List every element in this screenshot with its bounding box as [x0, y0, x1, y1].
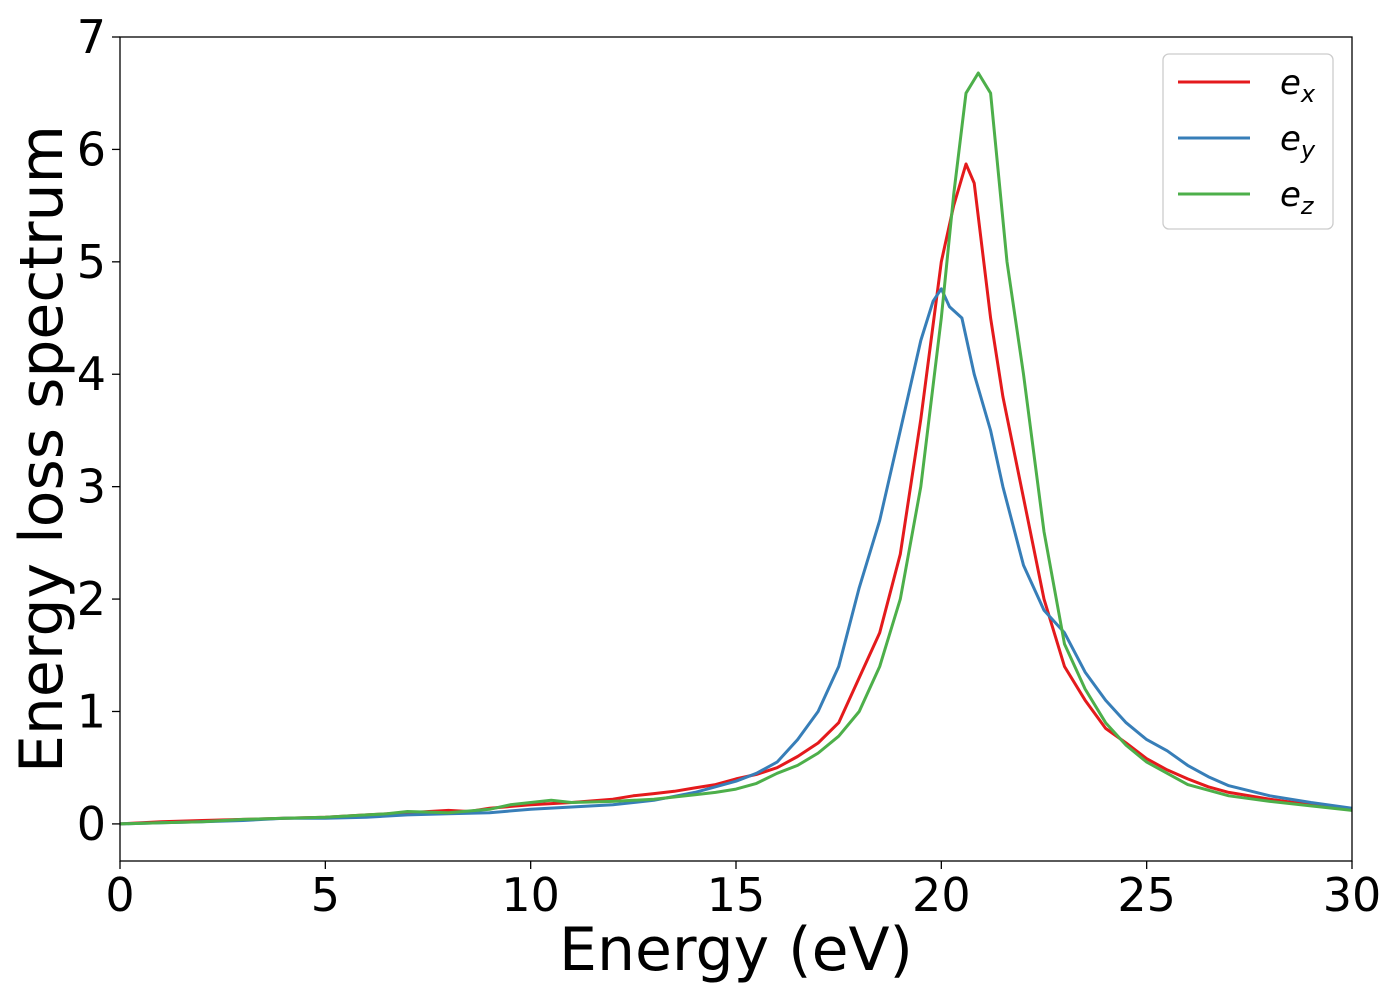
series-line-y [119, 287, 1353, 826]
legend-label-z: ez [1280, 175, 1315, 220]
x-axis-ticks: 0 5 10 15 20 25 30 [105, 861, 1381, 922]
legend-box [1162, 53, 1334, 230]
x-tick-label: 10 [501, 868, 560, 922]
y-axis-label: Energy loss spectrum [7, 125, 77, 773]
y-tick-label: 7 [77, 10, 106, 64]
y-axis-ticks: 0 1 2 3 4 5 6 7 [77, 10, 120, 851]
y-tick-label: 1 [77, 684, 106, 738]
x-tick-label: 30 [1323, 868, 1382, 922]
y-tick-label: 5 [77, 235, 106, 289]
legend: ex ey ez [1162, 53, 1334, 230]
x-axis-label: Energy (eV) [559, 915, 913, 985]
x-tick-label: 25 [1117, 868, 1176, 922]
legend-label-y: ey [1280, 119, 1316, 164]
y-tick-label: 2 [77, 572, 106, 626]
legend-label-x: ex [1280, 63, 1316, 108]
series-line-x [119, 162, 1353, 826]
series-line-z [119, 71, 1353, 826]
x-tick-label: 15 [707, 868, 766, 922]
plot-lines [119, 71, 1353, 826]
y-tick-label: 6 [77, 122, 106, 176]
y-tick-label: 4 [77, 347, 106, 401]
y-tick-label: 0 [77, 797, 106, 851]
x-tick-label: 0 [105, 868, 134, 922]
x-tick-label: 5 [311, 868, 340, 922]
y-tick-label: 3 [77, 460, 106, 514]
x-tick-label: 20 [912, 868, 971, 922]
